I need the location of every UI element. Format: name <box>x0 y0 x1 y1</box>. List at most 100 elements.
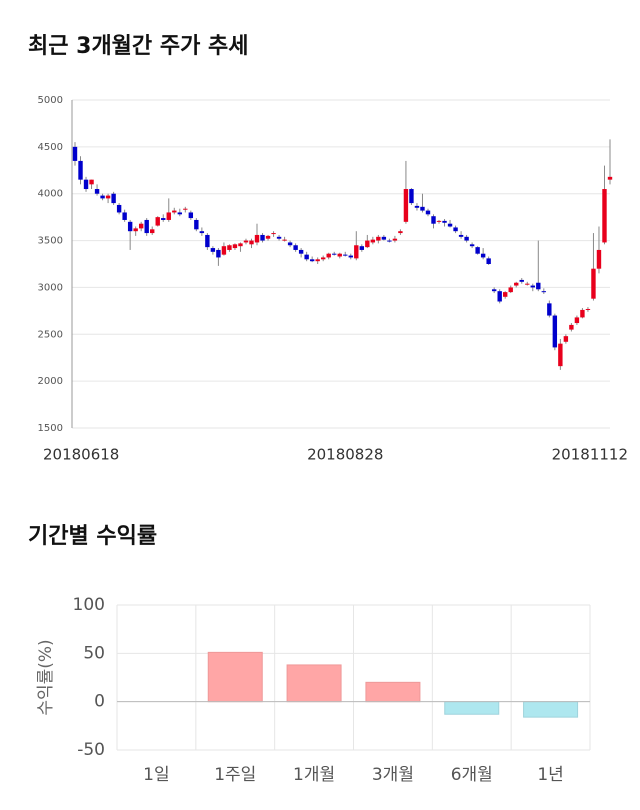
candle-body <box>359 246 365 250</box>
candle-body <box>161 218 166 220</box>
candle-body <box>238 243 243 247</box>
candle-body <box>183 208 188 210</box>
candle-body <box>541 291 547 293</box>
y-tick-label: 2000 <box>38 376 63 387</box>
candle-body <box>497 291 502 302</box>
candle-body <box>425 210 431 215</box>
y-tick-label: 3000 <box>38 282 63 293</box>
bar <box>286 664 342 703</box>
candle-body <box>155 217 160 226</box>
candle-body <box>574 317 580 324</box>
candle-body <box>78 160 83 180</box>
candle-body <box>453 227 458 232</box>
candle-body <box>381 236 387 240</box>
candle-body <box>304 254 309 260</box>
candle-body <box>508 287 513 293</box>
y-tick-label: -50 <box>77 740 105 760</box>
y-tick-label: 4000 <box>38 189 63 200</box>
candle-body <box>265 235 271 239</box>
candle-body <box>326 253 331 258</box>
candle-body <box>254 234 260 243</box>
candle-body <box>387 240 392 242</box>
candle-body <box>431 216 436 224</box>
candle-body <box>260 234 265 241</box>
candle-body <box>127 221 133 232</box>
candle-body <box>563 336 569 342</box>
candle-body <box>354 245 359 259</box>
candle-body <box>177 212 182 215</box>
candle-body <box>293 245 298 250</box>
candle-body <box>503 292 508 297</box>
candle-body <box>547 303 552 316</box>
candle-body <box>370 239 376 243</box>
candle-body <box>530 285 535 288</box>
candle-body <box>607 176 613 180</box>
x-tick-label: 1년 <box>537 765 563 785</box>
candle-body <box>94 189 100 194</box>
candle-body <box>337 253 342 257</box>
bar <box>365 681 421 703</box>
x-tick-label: 1개월 <box>293 765 335 785</box>
x-tick-label: 1일 <box>143 765 169 785</box>
y-tick-label: 100 <box>73 595 105 615</box>
candle-body <box>464 236 469 241</box>
candle-body <box>602 189 607 243</box>
candle-body <box>580 309 585 318</box>
candle-body <box>591 268 596 299</box>
x-tick-label: 20180618 <box>43 446 119 464</box>
candle-body <box>249 240 254 245</box>
y-tick-label: 4500 <box>38 142 63 153</box>
x-tick-label: 20181112 <box>552 446 628 464</box>
candle-body <box>144 219 149 234</box>
bar <box>207 651 263 703</box>
x-tick-label: 3개월 <box>372 765 414 785</box>
candle-body <box>376 236 381 241</box>
candle-body <box>519 279 524 282</box>
candle-body <box>309 259 315 262</box>
candle-body <box>320 257 326 260</box>
candle-body <box>392 238 398 241</box>
candle-body <box>469 244 475 247</box>
y-tick-label: 0 <box>94 692 105 712</box>
candle-body <box>133 228 138 232</box>
x-tick-label: 1주일 <box>214 765 256 785</box>
chart-title: 기간별 수익률 <box>28 524 157 549</box>
candle-body <box>420 206 425 211</box>
bar <box>523 701 579 718</box>
candle-body <box>100 195 105 199</box>
candle-body <box>525 283 530 285</box>
candle-body <box>188 212 194 219</box>
candle-body <box>298 249 304 254</box>
candle-body <box>447 223 453 227</box>
candle-body <box>282 239 287 241</box>
candle-body <box>232 244 238 249</box>
candle-body <box>199 231 205 234</box>
candle-body <box>315 259 320 262</box>
candle-body <box>89 179 94 185</box>
candle-body <box>414 205 420 208</box>
candle-body <box>552 315 558 348</box>
candle-body <box>166 212 171 220</box>
candle-body <box>105 195 111 199</box>
candle-body <box>585 308 591 310</box>
candle-body <box>72 146 78 161</box>
candle-body <box>458 234 464 237</box>
candle-body <box>172 210 177 213</box>
candle-body <box>122 212 127 220</box>
candle-body <box>210 248 216 252</box>
candle-body <box>365 240 370 248</box>
y-tick-label: 5000 <box>38 95 63 106</box>
y-tick-label: 1500 <box>38 423 63 434</box>
candle-body <box>442 220 447 223</box>
y-tick-label: 50 <box>83 643 105 663</box>
candle-body <box>514 282 519 286</box>
x-tick-label: 20180828 <box>307 446 383 464</box>
candle-body <box>205 234 210 248</box>
candle-body <box>332 253 337 255</box>
candle-body <box>271 233 276 235</box>
candle-body <box>536 282 541 290</box>
chart-title: 최근 3개월간 주가 추세 <box>28 34 248 59</box>
candle-body <box>276 236 282 239</box>
bar <box>444 701 500 715</box>
